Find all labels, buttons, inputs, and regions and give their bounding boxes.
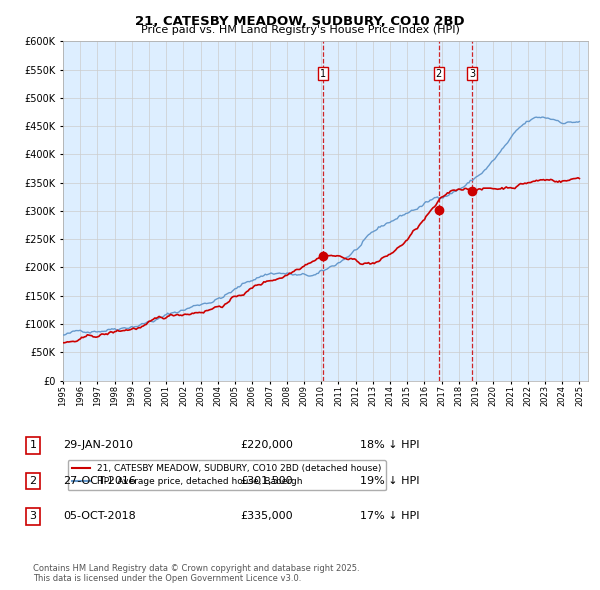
Text: Contains HM Land Registry data © Crown copyright and database right 2025.
This d: Contains HM Land Registry data © Crown c… (33, 563, 359, 583)
Text: £301,500: £301,500 (240, 476, 293, 486)
Text: Price paid vs. HM Land Registry's House Price Index (HPI): Price paid vs. HM Land Registry's House … (140, 25, 460, 35)
Text: 18% ↓ HPI: 18% ↓ HPI (360, 441, 419, 450)
Text: 2: 2 (436, 68, 442, 78)
Text: 1: 1 (29, 441, 37, 450)
Text: 21, CATESBY MEADOW, SUDBURY, CO10 2BD: 21, CATESBY MEADOW, SUDBURY, CO10 2BD (135, 15, 465, 28)
Text: 3: 3 (29, 512, 37, 521)
Text: 17% ↓ HPI: 17% ↓ HPI (360, 512, 419, 521)
Text: 05-OCT-2018: 05-OCT-2018 (63, 512, 136, 521)
Text: 27-OCT-2016: 27-OCT-2016 (63, 476, 136, 486)
Text: 3: 3 (469, 68, 475, 78)
Text: 2: 2 (29, 476, 37, 486)
Text: 1: 1 (320, 68, 326, 78)
Text: 29-JAN-2010: 29-JAN-2010 (63, 441, 133, 450)
Text: £335,000: £335,000 (240, 512, 293, 521)
Text: £220,000: £220,000 (240, 441, 293, 450)
Text: 19% ↓ HPI: 19% ↓ HPI (360, 476, 419, 486)
Legend: 21, CATESBY MEADOW, SUDBURY, CO10 2BD (detached house), HPI: Average price, deta: 21, CATESBY MEADOW, SUDBURY, CO10 2BD (d… (68, 460, 386, 490)
